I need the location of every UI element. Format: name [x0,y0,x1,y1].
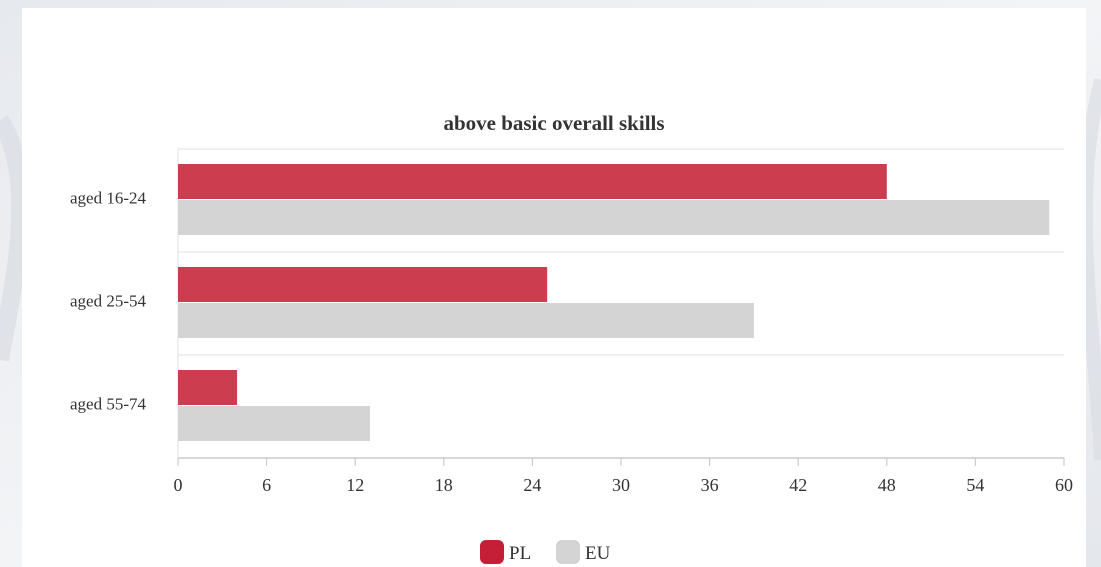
chart-card: above basic overall skills aged 16-24 age… [22,8,1086,567]
bar-eu-3[interactable] [178,406,370,441]
category-label: aged 16-24 [70,188,147,207]
bar-chart: above basic overall skills aged 16-24age… [70,111,1073,564]
legend-item-pl[interactable]: PL [480,540,531,564]
x-tick-label: 48 [878,475,896,495]
legend-item-eu[interactable]: EU [556,540,611,564]
legend-swatch [556,540,580,564]
x-axis-ticks: 0 6 12 18 24 30 36 42 48 54 60 [174,458,1073,495]
x-tick-label: 18 [435,475,453,495]
bar-pl-3[interactable] [178,370,238,405]
category-label: aged 25-54 [70,291,147,310]
x-tick-label: 36 [701,475,719,495]
category-label: aged 55-74 [70,394,147,413]
x-tick-label: 54 [966,475,984,495]
legend-swatch [480,540,504,564]
x-tick-label: 24 [523,475,541,495]
x-tick-label: 0 [174,475,183,495]
bar-pl-1[interactable] [178,164,887,199]
chart-title: above basic overall skills [443,111,664,135]
x-tick-label: 30 [612,475,630,495]
x-tick-label: 12 [346,475,364,495]
bars [178,164,1050,441]
x-tick-label: 6 [262,475,271,495]
bar-pl-2[interactable] [178,267,548,302]
bar-eu-2[interactable] [178,303,754,338]
bar-eu-1[interactable] [178,200,1050,235]
x-tick-label: 42 [789,475,807,495]
category-labels: aged 16-24 aged 25-54 aged 55-74 [70,188,147,413]
legend-label: EU [585,543,611,564]
x-tick-label: 60 [1055,475,1073,495]
legend[interactable]: PL EU [480,540,611,564]
legend-label: PL [509,543,531,564]
